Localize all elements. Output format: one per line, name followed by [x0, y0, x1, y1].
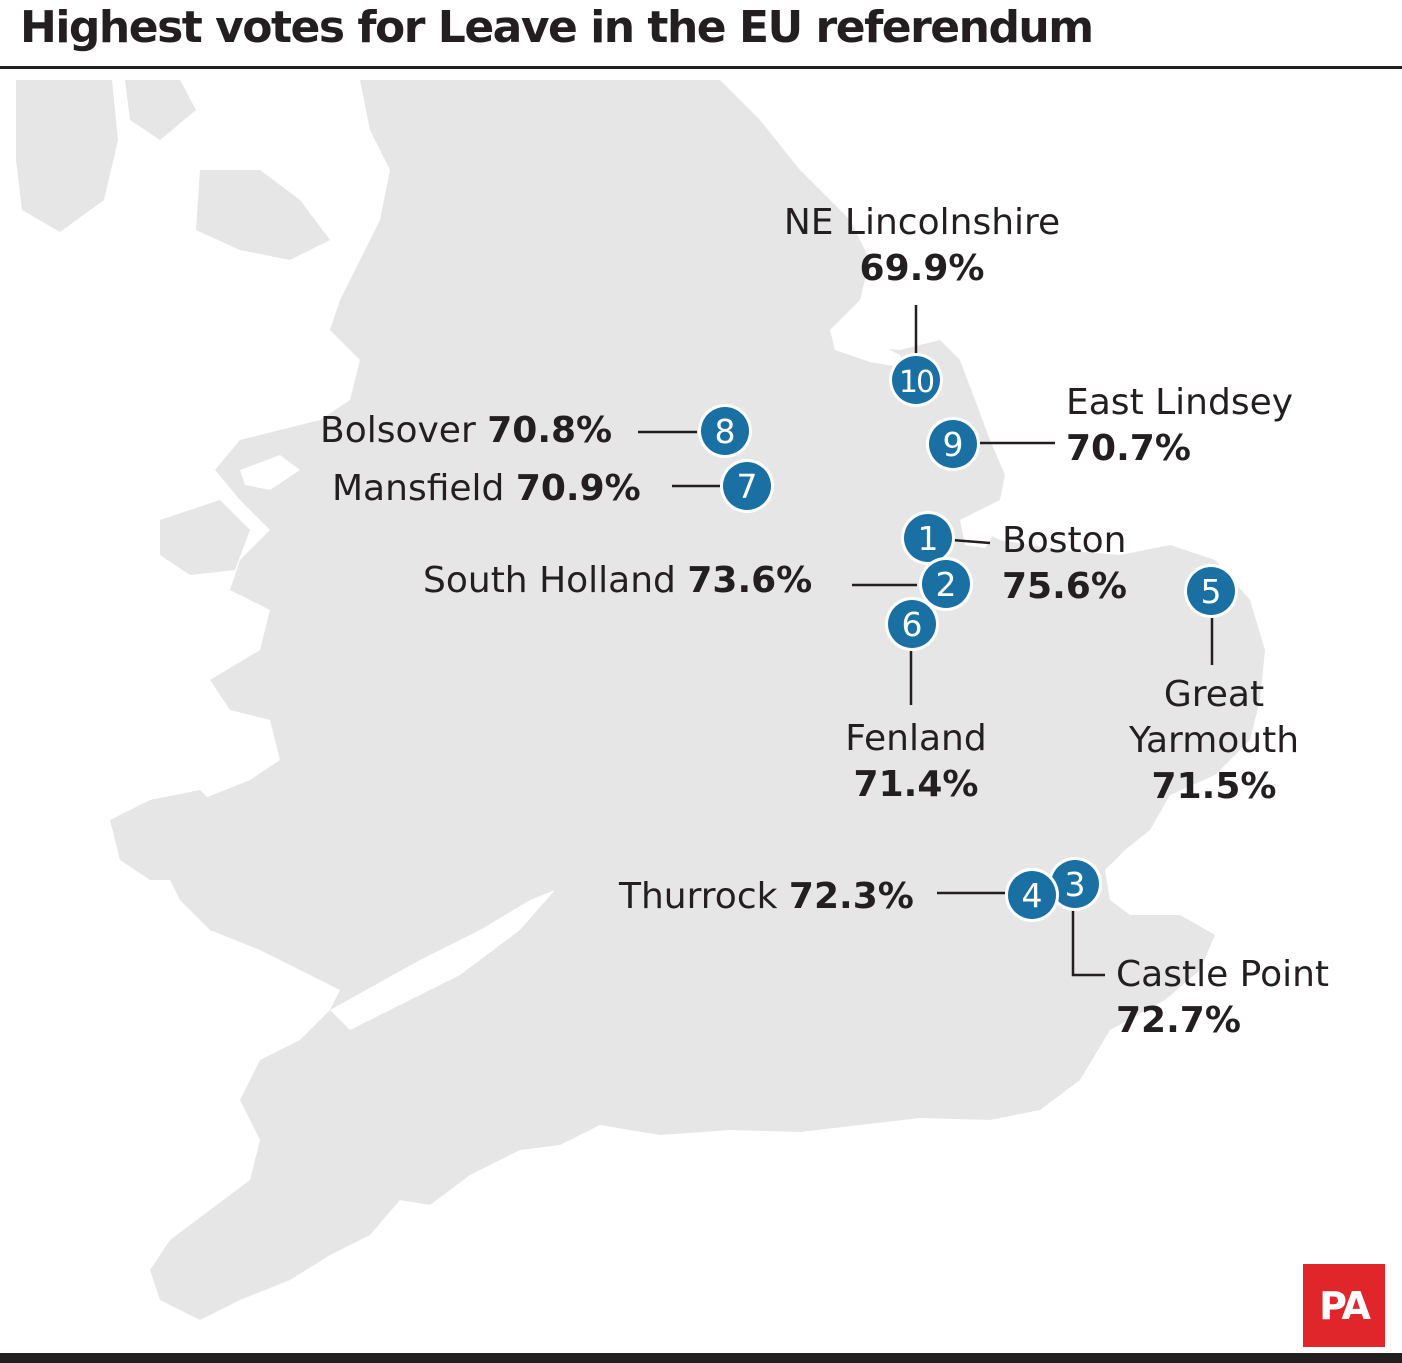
thames-estuary [1105, 860, 1150, 900]
marker-8: 8 [698, 404, 752, 458]
marker-number: 6 [902, 605, 923, 644]
label-east-lindsey: East Lindsey 70.7% [1066, 380, 1293, 472]
marker-4: 4 [1005, 868, 1059, 922]
marker-number: 3 [1065, 865, 1086, 904]
marker-disc [888, 600, 936, 648]
title-rule [0, 66, 1402, 69]
label-boston: Boston 75.6% [1002, 518, 1127, 610]
label-name: Fenland [845, 718, 987, 759]
label-bolsover: Bolsover 70.8% [320, 408, 612, 454]
marker-6: 6 [885, 597, 939, 651]
label-name: East Lindsey [1066, 382, 1294, 423]
markers-layer: 10 9 87 6 1 2 5 34 [698, 353, 1238, 922]
label-fenland: Fenland 71.4% [826, 716, 1006, 808]
label-pct: 70.9% [515, 468, 641, 509]
marker-number: 7 [737, 467, 758, 506]
northern-fragment-shape [125, 80, 196, 140]
marker-disc [904, 514, 952, 562]
label-name: Mansfield [332, 468, 505, 509]
marker-10: 10 [889, 353, 943, 407]
label-pct: 70.8% [487, 410, 613, 451]
leader-castle-point [1071, 910, 1105, 977]
marker-number: 2 [936, 565, 957, 604]
marker-disc [892, 356, 940, 404]
label-castle-point: Castle Point 72.7% [1116, 952, 1329, 1044]
marker-3: 3 [1048, 857, 1102, 911]
marker-disc [1187, 567, 1235, 615]
marker-2: 2 [919, 557, 973, 611]
label-pct: 72.7% [1116, 1000, 1241, 1041]
label-south-holland: South Holland 73.6% [423, 558, 812, 604]
marker-5: 5 [1184, 564, 1238, 618]
humber-estuary [830, 330, 905, 368]
severn-estuary [330, 890, 555, 1030]
water-features [240, 330, 1150, 1030]
label-mansfield: Mansfield 70.9% [332, 466, 641, 512]
leader-boston [951, 538, 991, 545]
label-pct: 75.6% [1002, 566, 1127, 607]
marker-disc [1051, 860, 1099, 908]
marker-disc [723, 462, 771, 510]
the-wash [960, 505, 1000, 548]
leader-lines [638, 305, 1214, 977]
isle-of-man-shape [16, 80, 118, 232]
marker-disc [929, 420, 977, 468]
label-pct: 69.9% [859, 248, 985, 289]
label-name: Thurrock [619, 876, 778, 917]
marker-disc [922, 560, 970, 608]
mainland-shape [150, 80, 1265, 1320]
label-name-line2: Yarmouth [1128, 720, 1300, 761]
label-pct: 73.6% [687, 560, 813, 601]
label-name: Bolsover [320, 410, 476, 451]
marker-number: 4 [1022, 876, 1043, 915]
label-name: Boston [1002, 520, 1127, 561]
marker-disc [701, 407, 749, 455]
map-title: Highest votes for Leave in the EU refere… [20, 2, 1094, 53]
landmass [16, 80, 1265, 1320]
marker-number: 9 [943, 425, 964, 464]
marker-1: 1 [901, 511, 955, 565]
marker-number: 8 [715, 412, 736, 451]
label-pct: 70.7% [1066, 428, 1191, 469]
marker-disc [1008, 871, 1056, 919]
wales-shape [110, 790, 230, 880]
cumbria-coast-shape [196, 170, 330, 260]
bottom-rule [0, 1353, 1402, 1363]
marker-number: 10 [899, 365, 934, 400]
pa-logo: PA [1303, 1264, 1385, 1347]
label-thurrock: Thurrock 72.3% [619, 874, 914, 920]
marker-number: 1 [918, 519, 939, 558]
label-great-yarmouth: Great Yarmouth 71.5% [1112, 672, 1316, 810]
mersey-estuary [240, 455, 300, 490]
label-ne-lincolnshire: NE Lincolnshire 69.9% [766, 200, 1078, 292]
marker-7: 7 [720, 459, 774, 513]
label-pct: 71.4% [853, 764, 979, 805]
label-name: NE Lincolnshire [783, 202, 1061, 243]
marker-9: 9 [926, 417, 980, 471]
label-name: South Holland [423, 560, 676, 601]
label-pct: 71.5% [1151, 766, 1277, 807]
label-name-line1: Great [1163, 674, 1265, 715]
label-pct: 72.3% [788, 876, 914, 917]
anglesey-shape [160, 500, 250, 575]
label-name: Castle Point [1116, 954, 1330, 995]
marker-number: 5 [1201, 572, 1222, 611]
